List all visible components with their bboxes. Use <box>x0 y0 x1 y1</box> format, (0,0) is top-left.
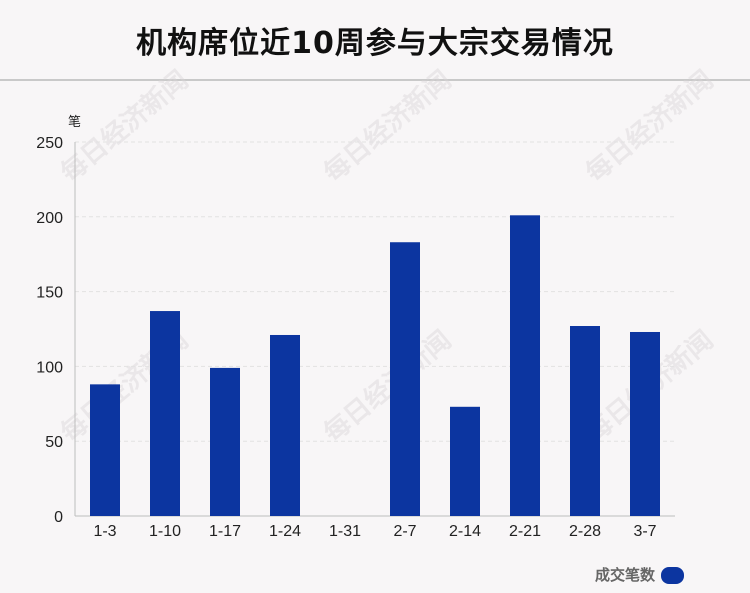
bar-1-10 <box>150 311 180 516</box>
x-tick-label: 1-31 <box>329 523 361 540</box>
x-tick-label: 1-24 <box>269 523 301 540</box>
x-tick-label: 2-28 <box>569 523 601 540</box>
x-tick-label: 3-7 <box>633 523 656 540</box>
x-tick-label: 1-10 <box>149 523 181 540</box>
watermark-logo: 每日经济新闻 <box>318 324 457 448</box>
bar-2-7 <box>390 242 420 516</box>
legend-swatch <box>661 567 684 584</box>
x-tick-labels: 1-3 1-10 1-17 1-24 1-31 2-7 2-14 2-21 2-28 3-7 <box>93 523 656 540</box>
bar-1-17 <box>210 367 240 516</box>
y-tick-label: 50 <box>45 434 63 451</box>
bar-2-14 <box>450 406 480 516</box>
bars <box>90 215 660 516</box>
x-tick-label: 2-7 <box>393 523 416 540</box>
y-tick-label: 0 <box>54 509 63 526</box>
x-tick-label: 2-21 <box>509 523 541 540</box>
chart-title: 机构席位近10周参与大宗交易情况 <box>136 26 614 61</box>
bar-2-28 <box>570 326 600 516</box>
bar-3-7 <box>630 331 660 516</box>
watermark-logo: 每日经济新闻 <box>580 64 719 188</box>
y-tick-label: 250 <box>36 135 63 152</box>
y-axis-unit: 笔 <box>68 114 81 130</box>
y-tick-label: 100 <box>36 359 63 376</box>
legend: 成交笔数 <box>595 566 684 584</box>
bar-1-24 <box>270 334 300 516</box>
y-tick-labels: 0 50 100 150 200 250 <box>36 135 63 526</box>
bar-2-21 <box>510 215 540 516</box>
x-tick-label: 1-3 <box>93 523 116 540</box>
x-tick-label: 1-17 <box>209 523 241 540</box>
y-tick-label: 200 <box>36 210 63 227</box>
legend-label: 成交笔数 <box>595 566 656 584</box>
watermark-logo: 每日经济新闻 <box>318 64 457 188</box>
bar-1-3 <box>90 384 120 516</box>
x-tick-label: 2-14 <box>449 523 481 540</box>
title-bar: 机构席位近10周参与大宗交易情况 <box>0 0 750 81</box>
y-tick-label: 150 <box>36 285 63 302</box>
